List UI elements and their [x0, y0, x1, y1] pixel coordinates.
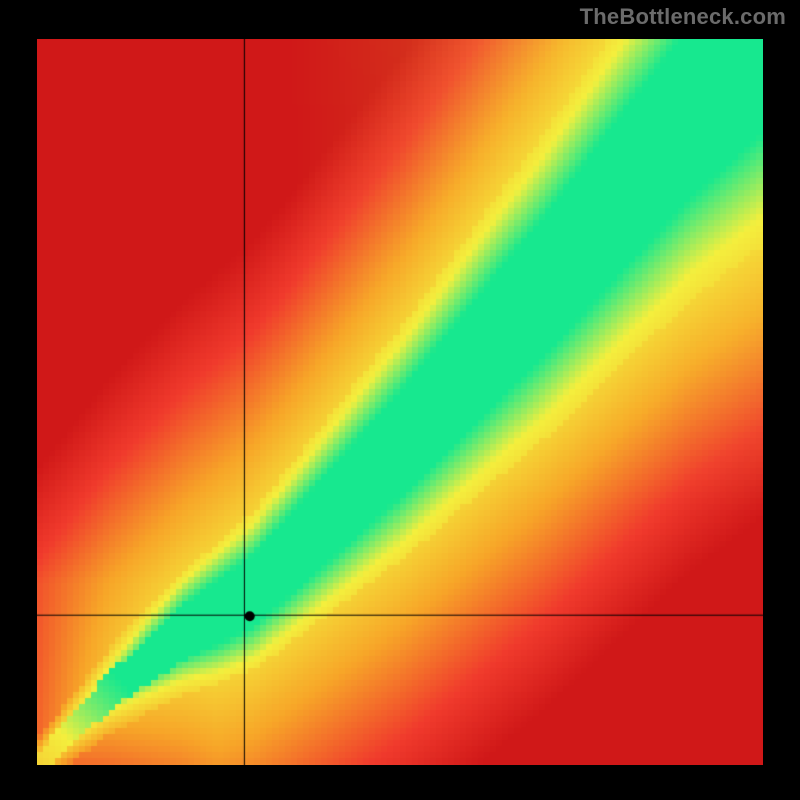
watermark-text: TheBottleneck.com [580, 4, 786, 30]
chart-container: TheBottleneck.com [0, 0, 800, 800]
bottleneck-heatmap [37, 39, 763, 765]
